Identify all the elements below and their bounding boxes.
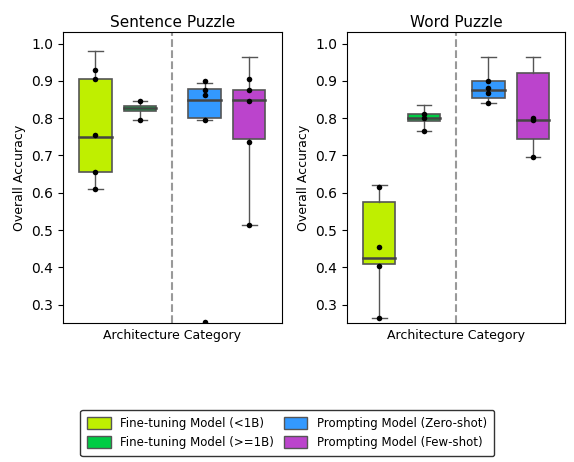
Title: Word Puzzle: Word Puzzle — [410, 15, 503, 30]
Bar — [517, 73, 549, 139]
Bar — [363, 202, 395, 264]
X-axis label: Architecture Category: Architecture Category — [103, 329, 241, 342]
Legend: Fine-tuning Model (<1B), Fine-tuning Model (>=1B), Prompting Model (Zero-shot), : Fine-tuning Model (<1B), Fine-tuning Mod… — [80, 410, 494, 456]
Bar — [79, 79, 111, 172]
Y-axis label: Overall Accuracy: Overall Accuracy — [297, 125, 310, 231]
Bar — [408, 114, 440, 121]
Bar — [472, 81, 505, 97]
Title: Sentence Puzzle: Sentence Puzzle — [110, 15, 235, 30]
Y-axis label: Overall Accuracy: Overall Accuracy — [13, 125, 26, 231]
Bar — [124, 106, 156, 111]
X-axis label: Architecture Category: Architecture Category — [387, 329, 525, 342]
Bar — [188, 89, 221, 118]
Bar — [233, 90, 265, 139]
